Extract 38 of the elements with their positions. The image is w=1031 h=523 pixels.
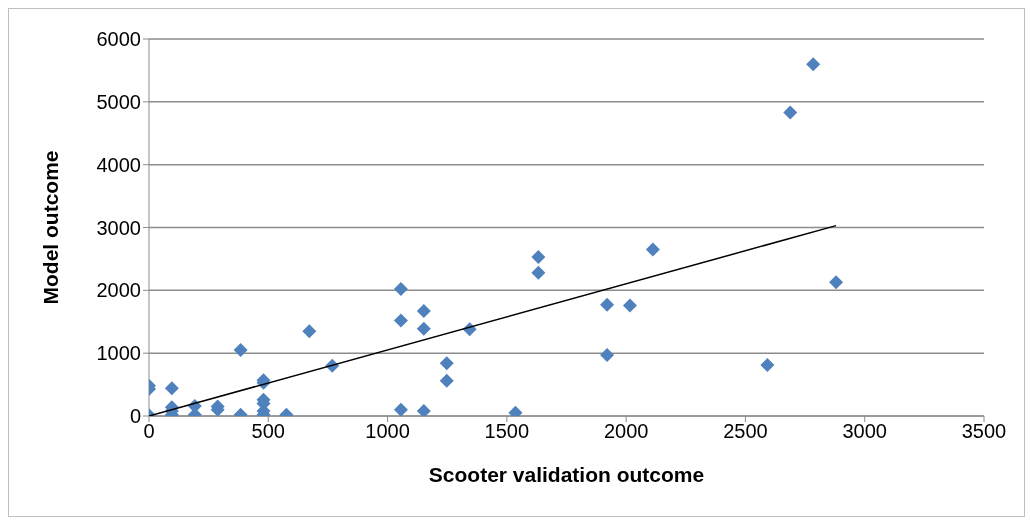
x-tick-label: 1500 [484,420,530,443]
y-tick-label: 3000 [96,216,141,239]
y-tick-label: 6000 [96,28,141,51]
point [783,105,798,120]
point [439,373,454,388]
y-tick-label: 4000 [96,153,141,176]
point [393,402,408,416]
point [416,403,431,416]
y-tick-label: 1000 [96,342,141,365]
point [164,381,179,396]
point [622,298,637,313]
x-tick-label: 3000 [842,420,887,443]
x-axis-title: Scooter validation outcome [428,463,705,486]
point [302,324,317,339]
x-tick-label: 2000 [603,420,649,443]
point [439,356,454,371]
point [531,250,546,265]
point [233,343,248,358]
y-tick-label: 5000 [96,90,141,113]
point [531,265,546,280]
point [393,282,408,297]
point [760,358,775,373]
point [806,57,821,72]
point [829,275,844,290]
point [600,297,615,312]
y-axis-title: Model outcome [39,150,63,305]
x-tick-label: 3500 [961,420,1007,443]
point [645,242,660,257]
x-tick-label: 0 [143,420,155,443]
point [416,304,431,319]
point [393,313,408,328]
point [600,348,615,363]
x-tick-label: 1000 [365,420,410,443]
x-tick-label: 2500 [723,420,768,443]
y-tick-label: 2000 [96,279,141,302]
x-tick-label: 500 [251,420,285,443]
point [416,321,431,336]
y-tick-label: 0 [129,405,141,428]
